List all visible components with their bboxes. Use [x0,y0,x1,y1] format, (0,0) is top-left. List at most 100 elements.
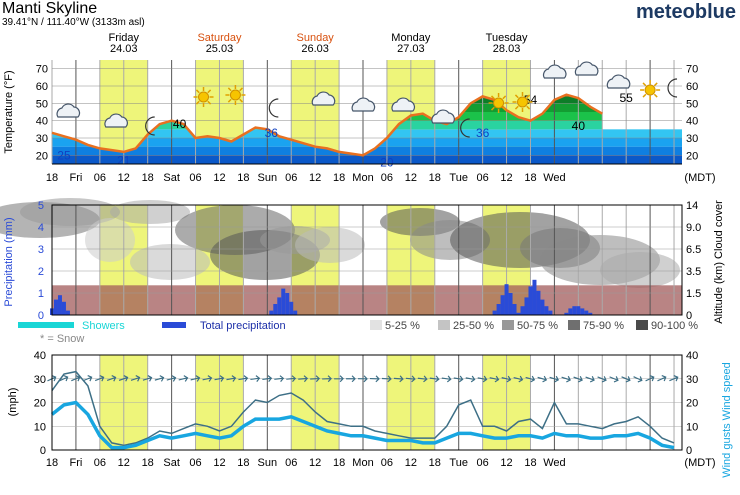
sun-ray [227,98,232,103]
wind-direction-arrow [214,375,225,382]
cloud-shape [431,109,455,124]
arrow-shape [262,375,273,382]
wind-direction-arrow [537,375,548,383]
sun-disc [229,89,241,101]
arrow-shape [190,375,201,382]
wind-direction-arrow [274,375,285,383]
sun-icon [640,80,661,100]
cloud-cover-blob [130,244,210,280]
wind-direction-arrow [585,376,595,383]
precip-bar [568,308,573,315]
wind-direction-arrow [322,375,332,383]
precip-ytick: 3 [38,244,44,256]
wind-direction-arrow [106,375,117,382]
sun-ray [239,98,244,103]
precip-ytick: 2 [38,266,44,278]
wind-direction-arrow [525,375,536,383]
day-name: Saturday [197,32,242,44]
precip-bar [544,306,549,315]
arrow-shape [59,375,69,382]
temp-band [52,155,682,164]
sun-disc [517,96,529,108]
wind-ytick-right: 20 [686,398,698,410]
precip-bar [548,310,553,315]
wind-direction-arrow [393,375,404,383]
x-tick-label: 12 [500,457,512,469]
arrow-shape [369,375,380,383]
wind-legend-title: Wind gusts Wind speed [721,362,733,478]
arrow-shape [573,375,583,383]
precip-bar [508,293,513,315]
precip-ytick: 0 [38,310,44,322]
x-tick-label: 18 [142,457,154,469]
wind-ytick: 30 [34,374,46,386]
cloud-icon [56,103,81,118]
precip-bar [520,306,525,315]
cloud-shape [606,74,631,89]
arrow-shape [657,375,667,382]
sun-disc [198,91,210,103]
x-tick-label: 06 [285,457,297,469]
x-tick-label: Fri [70,457,83,469]
brand-logo: meteoblue [636,1,736,23]
cloud-shape [542,64,567,79]
x-tick-label: 06 [477,457,489,469]
precip-bar [281,288,286,315]
precip-bar [293,310,298,315]
precip-bar [532,279,537,315]
x-tick-label: 18 [429,457,441,469]
wind-direction-arrow [250,375,261,382]
temp-value-label: 55 [619,91,633,105]
cover-swatch [636,320,648,330]
wind-direction-arrow [417,375,428,383]
wind-direction-arrow [609,376,619,383]
wind-direction-arrow [645,375,655,382]
arrow-shape [429,375,440,383]
precip-bar [528,286,533,315]
day-name: Monday [391,32,431,44]
wind-direction-arrow [621,376,631,383]
sun-ray [653,93,658,98]
x-tick-label: Tue [449,457,468,469]
precip-bar [492,310,497,315]
sun-icon [512,92,533,112]
day-name: Tuesday [486,32,528,44]
wind-direction-arrow [59,375,69,382]
wind-ytick: 20 [34,398,46,410]
wind-direction-arrow [83,375,93,382]
arrow-shape [214,375,225,382]
sun-ray [490,95,495,100]
x-tick-label: Fri [70,172,83,184]
wind-direction-arrow [190,375,201,382]
arrow-shape [513,375,524,383]
wind-direction-arrow [597,376,607,383]
precip-bar [516,312,521,315]
arrow-shape [489,375,500,383]
temp-ytick-right: 20 [686,150,698,162]
cloud-icon [542,64,567,79]
moon-icon [667,78,678,98]
x-tick-label: 18 [142,172,154,184]
precip-bar [536,290,541,315]
wind-ytick-right: 30 [686,374,698,386]
precip-frame [51,204,683,316]
x-tick-label: 18 [524,457,536,469]
arrow-shape [310,375,321,383]
cover-label: 75-90 % [583,320,624,332]
precip-bar [61,301,66,315]
x-tick-label: 06 [94,457,106,469]
arrow-shape [417,375,428,383]
wind-ytick-right: 40 [686,350,698,362]
x-tick-label: Mon [352,457,373,469]
wind-direction-arrow [369,375,380,383]
sun-ray [526,94,531,99]
temp-axis-title: Temperature (°F) [3,70,15,153]
precipitation-panel: 0 1 2 3 4 5 0 1.5 3.5 6.5 9.0 14 Precipitation (mm) A… [0,198,725,324]
cover-label: 5-25 % [385,320,420,332]
wind-direction-arrow [561,375,571,383]
wind-direction-arrow [130,375,141,382]
sun-ray [207,89,212,94]
arrow-shape [238,375,249,382]
precip-ytick: 4 [38,222,44,234]
